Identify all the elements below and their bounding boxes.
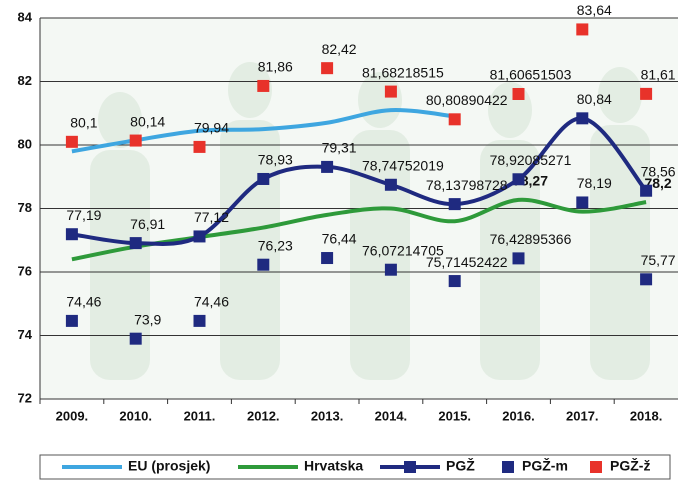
- marker: [384, 85, 397, 98]
- marker: [321, 160, 334, 173]
- marker: [257, 79, 270, 92]
- data-label: 80,1: [70, 115, 97, 131]
- marker: [640, 87, 653, 100]
- x-tick-label: 2016.: [502, 408, 535, 423]
- data-label: 81,61: [641, 67, 676, 83]
- legend-label: PGŽ-m: [522, 457, 568, 474]
- data-label: 81,68218515: [362, 64, 444, 80]
- x-tick-label: 2017.: [566, 408, 599, 423]
- series-line: [71, 197, 647, 262]
- marker: [448, 198, 461, 211]
- marker: [257, 258, 270, 271]
- data-label: 75,71452422: [426, 254, 508, 270]
- data-label: 73,9: [134, 311, 161, 327]
- data-label: 74,46: [194, 294, 229, 310]
- marker: [257, 172, 270, 185]
- legend-marker: [590, 461, 602, 473]
- legend-marker: [502, 461, 514, 473]
- marker: [321, 252, 334, 265]
- marker: [193, 140, 206, 153]
- data-label: 80,84: [577, 91, 612, 107]
- x-tick-label: 2009.: [56, 408, 89, 423]
- marker: [65, 314, 78, 327]
- marker: [640, 184, 653, 197]
- data-label: 79,31: [322, 140, 357, 156]
- legend-label: EU (prosjek): [128, 458, 210, 474]
- data-label: 74,46: [66, 294, 101, 310]
- marker: [448, 113, 461, 126]
- data-label: 79,94: [194, 120, 229, 136]
- x-tick-label: 2012.: [247, 408, 280, 423]
- marker: [448, 275, 461, 288]
- data-label: 75,77: [641, 252, 676, 268]
- y-tick-label: 78: [18, 200, 32, 215]
- marker: [129, 332, 142, 345]
- marker: [321, 62, 334, 75]
- legend-box: [39, 454, 671, 480]
- y-tick-label: 74: [18, 327, 33, 342]
- data-label: 80,80890422: [426, 92, 508, 108]
- data-label: 81,86: [258, 59, 293, 75]
- marker: [576, 23, 589, 36]
- x-tick-label: 2014.: [375, 408, 408, 423]
- marker: [384, 178, 397, 191]
- x-tick-label: 2015.: [438, 408, 471, 423]
- data-label: 80,14: [130, 113, 165, 129]
- data-label: 78,93: [258, 152, 293, 168]
- data-label: 78,19: [577, 175, 612, 191]
- series-line: [71, 116, 648, 246]
- data-label: 76,42895366: [490, 231, 572, 247]
- marker: [193, 230, 206, 243]
- marker: [512, 252, 525, 265]
- marker: [129, 134, 142, 147]
- y-tick-label: 72: [18, 390, 32, 405]
- data-label: 78,74752019: [362, 157, 444, 173]
- marker: [193, 314, 206, 327]
- marker: [576, 112, 589, 125]
- data-label: 76,23: [258, 237, 293, 253]
- legend-label: Hrvatska: [304, 458, 363, 474]
- data-label: 83,64: [577, 2, 612, 18]
- marker: [65, 228, 78, 241]
- marker: [576, 196, 589, 209]
- data-label: 76,44: [322, 231, 357, 247]
- marker: [129, 237, 142, 250]
- data-label: 78,13798728: [426, 177, 508, 193]
- x-tick-label: 2018.: [630, 408, 663, 423]
- data-label: 78,92085271: [490, 152, 572, 168]
- marker: [640, 273, 653, 286]
- data-label: 77,19: [66, 207, 101, 223]
- x-tick-label: 2013.: [311, 408, 344, 423]
- data-label: 81,60651503: [490, 67, 572, 83]
- x-tick-label: 2011.: [184, 408, 216, 423]
- data-label: 77,12: [194, 209, 229, 225]
- data-label: 76,91: [130, 216, 165, 232]
- marker: [512, 87, 525, 100]
- y-tick-label: 84: [18, 9, 33, 24]
- x-tick-label: 2010.: [119, 408, 152, 423]
- marker: [512, 173, 525, 186]
- data-label: 78,56: [641, 163, 676, 179]
- marker: [65, 135, 78, 148]
- y-tick-label: 76: [18, 263, 32, 278]
- data-label: 76,07214705: [362, 242, 444, 258]
- legend-label: PGŽ: [446, 457, 475, 474]
- y-tick-label: 82: [18, 73, 32, 88]
- data-label: 82,42: [322, 41, 357, 57]
- legend-marker: [404, 461, 416, 473]
- marker: [384, 263, 397, 276]
- y-tick-label: 80: [18, 136, 32, 151]
- legend-label: PGŽ-ž: [610, 457, 650, 474]
